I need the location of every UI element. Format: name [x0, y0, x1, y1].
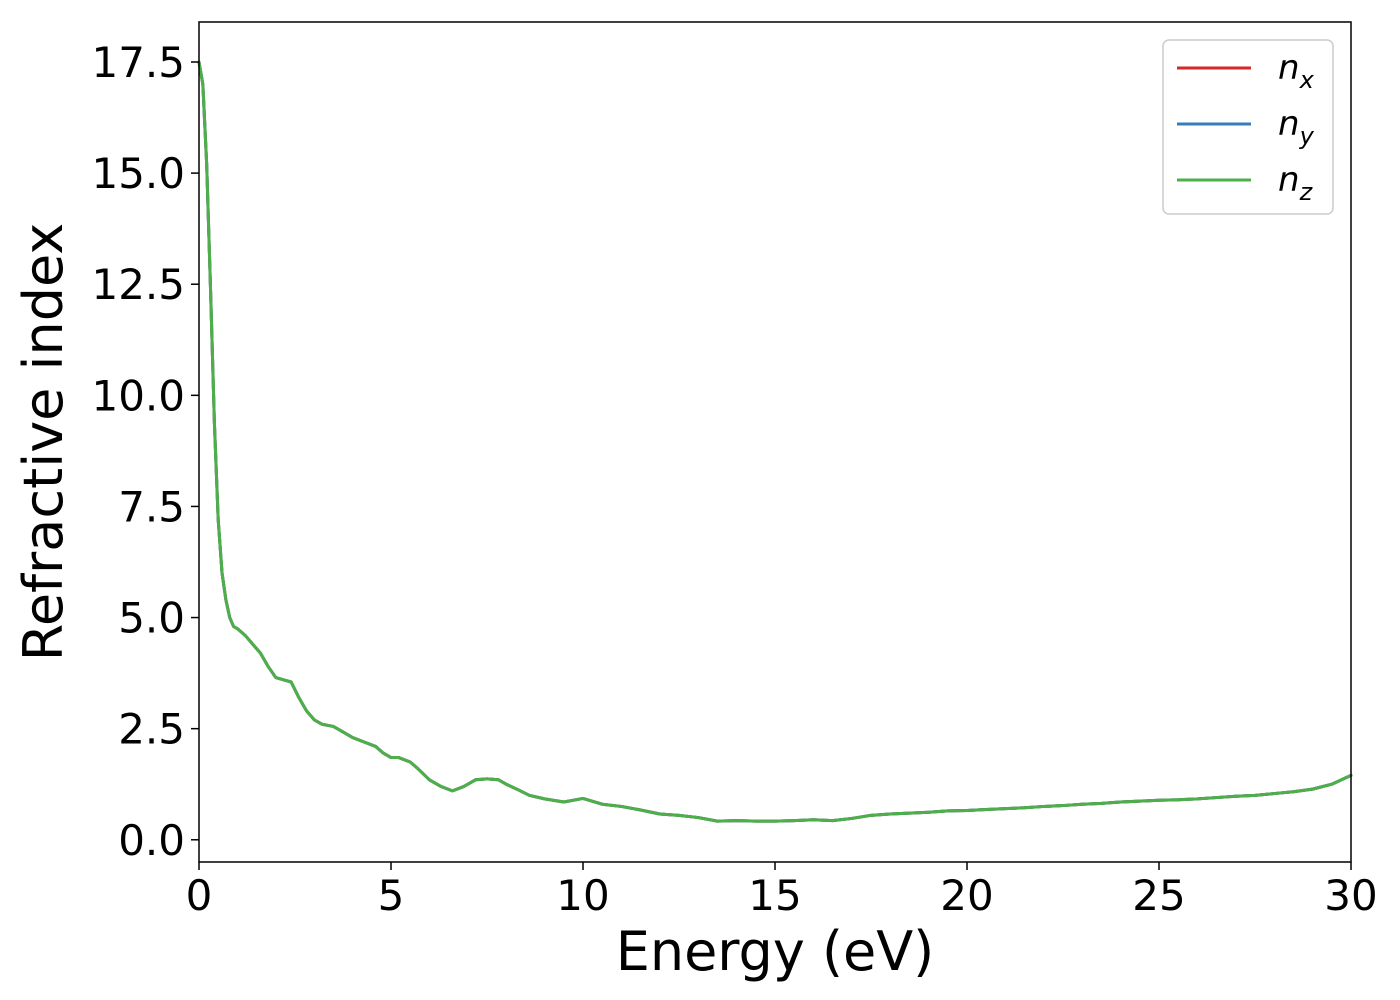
y-tick-label: 15.0	[91, 149, 185, 198]
y-tick-label: 5.0	[118, 594, 185, 643]
y-tick-label: 2.5	[118, 705, 185, 754]
y-tick-label: 17.5	[91, 38, 185, 87]
y-tick-label: 10.0	[91, 371, 185, 420]
x-tick-label: 25	[1132, 871, 1185, 920]
legend: nx ny nz	[1162, 39, 1334, 215]
y-axis: 0.0 2.5 5.0 7.5 10.0 12.5 15.0 17.5	[91, 38, 199, 865]
legend-label-y: ny	[1278, 104, 1315, 150]
x-tick-label: 0	[186, 871, 213, 920]
legend-label-z: nz	[1278, 160, 1314, 206]
legend-label-x: nx	[1278, 48, 1315, 94]
y-tick-label: 7.5	[118, 482, 185, 531]
y-axis-label: Refractive index	[12, 223, 75, 662]
y-tick-label: 12.5	[91, 260, 185, 309]
x-tick-label: 30	[1324, 871, 1377, 920]
series-line-z	[197, 60, 1353, 823]
x-tick-label: 15	[748, 871, 801, 920]
series-layer	[197, 60, 1353, 823]
y-tick-label: 0.0	[118, 816, 185, 865]
x-axis: 0 5 10 15 20 25 30	[186, 862, 1378, 920]
plot-area	[197, 21, 1353, 863]
legend-box	[1162, 39, 1334, 215]
legend-items: nx ny nz	[1177, 48, 1315, 206]
x-tick-label: 20	[940, 871, 993, 920]
x-tick-label: 10	[556, 871, 609, 920]
x-axis-label: Energy (eV)	[616, 920, 935, 983]
x-tick-label: 5	[378, 871, 405, 920]
